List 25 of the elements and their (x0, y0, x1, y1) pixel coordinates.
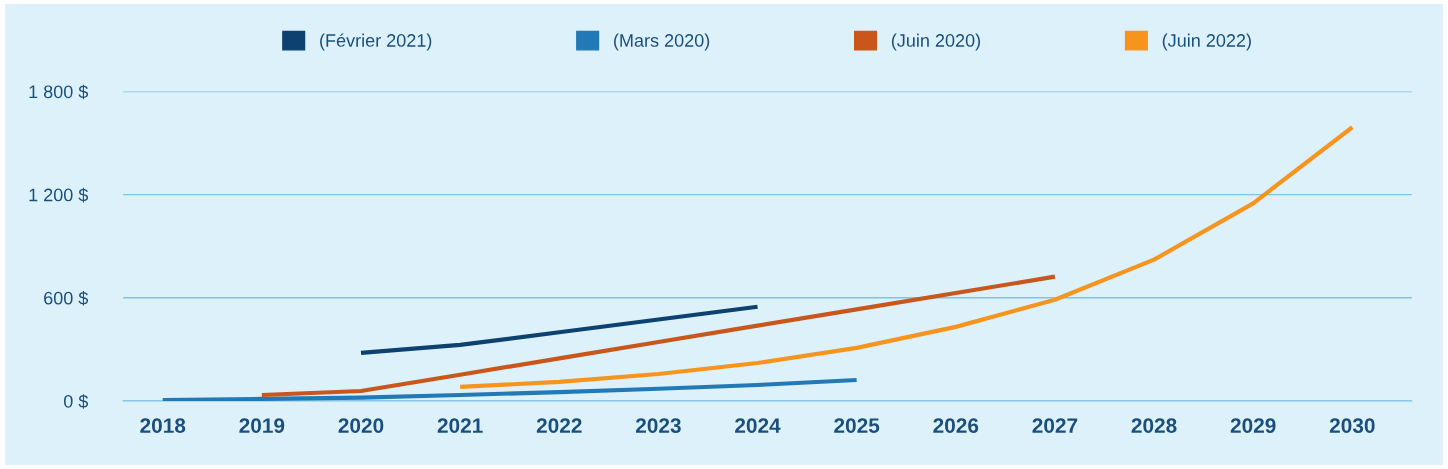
line-series (458, 125, 1355, 389)
line-series (358, 304, 760, 355)
x-tick-label: 2022 (536, 418, 582, 433)
x-tick-label: 2026 (933, 418, 979, 433)
x-tick-label: 2027 (1032, 418, 1078, 433)
x-tick-label: 2018 (140, 418, 186, 433)
x-tick-label: 2025 (834, 418, 880, 433)
legend-label: (Février 2021) (320, 33, 432, 51)
x-tick-label: 2023 (635, 418, 681, 433)
y-tick-label: 0 $ (63, 394, 89, 409)
x-tick-label: 2019 (239, 418, 285, 433)
x-tick-label: 2021 (437, 418, 483, 433)
y-tick-label: 1 800 $ (29, 84, 89, 100)
y-tick-label: 600 $ (44, 290, 89, 306)
x-tick-label: 2024 (735, 418, 781, 433)
y-tick-label: 1 200 $ (29, 187, 89, 203)
legend-label: (Juin 2020) (891, 33, 981, 51)
line-series (160, 377, 859, 401)
x-tick-label: 2028 (1131, 418, 1177, 433)
line-series (259, 274, 1058, 398)
x-tick-label: 2020 (338, 418, 384, 433)
legend-label: (Mars 2020) (614, 33, 710, 51)
x-tick-label: 2030 (1329, 418, 1375, 433)
x-tick-label: 2029 (1230, 418, 1276, 433)
legend-label: (Juin 2022) (1162, 33, 1251, 51)
